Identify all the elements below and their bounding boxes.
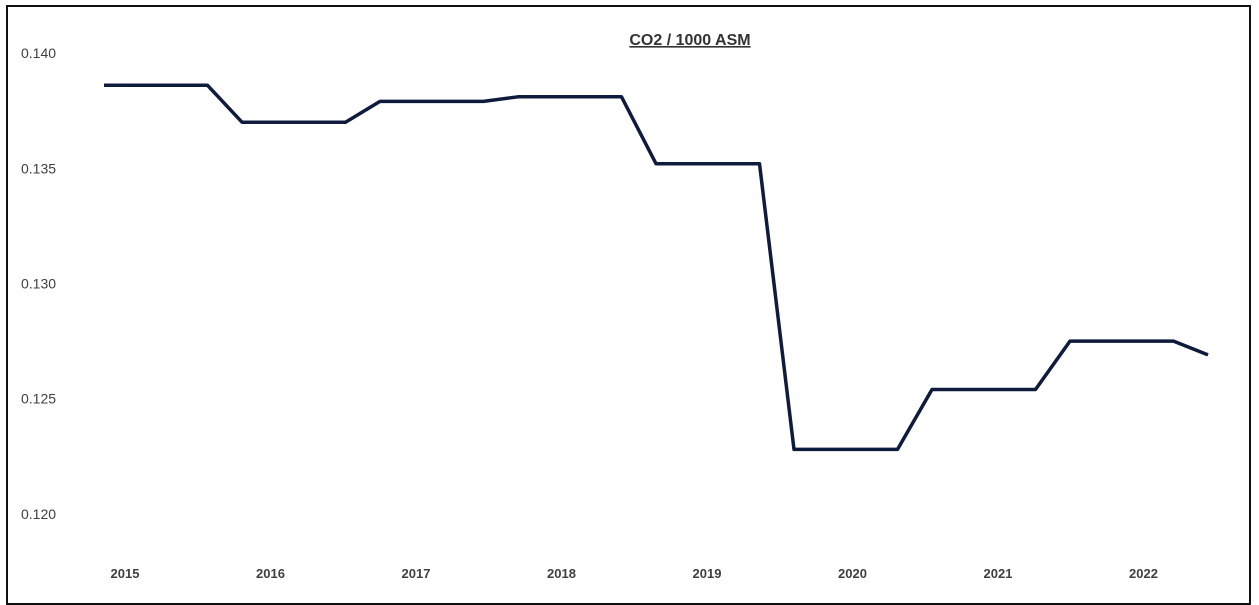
series-line	[104, 83, 1209, 452]
y-tick-label: 0.130	[21, 275, 56, 291]
x-tick-label: 2020	[838, 566, 867, 581]
y-tick-label: 0.120	[21, 506, 56, 522]
x-axis: 2015 2016 2017 2018 2019 2020 2021 2022	[111, 566, 1158, 581]
y-tick-label: 0.140	[21, 45, 56, 61]
y-tick-label: 0.125	[21, 391, 56, 407]
chart-title: CO2 / 1000 ASM	[629, 32, 750, 49]
x-tick-label: 2017	[402, 566, 431, 581]
x-tick-label: 2021	[984, 566, 1013, 581]
x-tick-label: 2016	[256, 566, 285, 581]
x-tick-label: 2018	[547, 566, 576, 581]
series-layer	[104, 83, 1209, 452]
x-tick-label: 2022	[1129, 566, 1158, 581]
y-tick-label: 0.135	[21, 160, 56, 176]
chart-frame	[6, 5, 1251, 605]
x-tick-label: 2019	[693, 566, 722, 581]
x-tick-label: 2015	[111, 566, 140, 581]
y-axis: 0.120 0.125 0.130 0.135 0.140	[21, 45, 56, 522]
